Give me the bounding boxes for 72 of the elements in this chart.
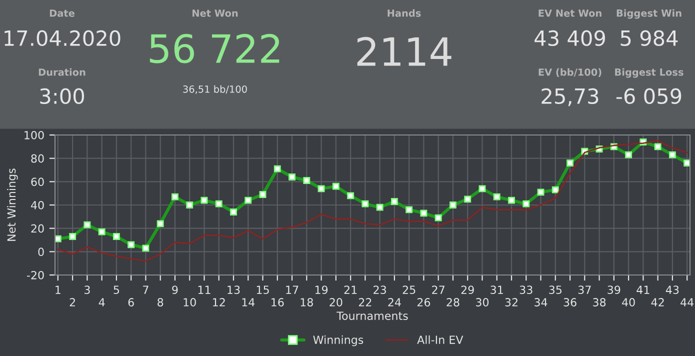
x-tick-label: 23	[374, 286, 386, 294]
x-tick-label: 13	[228, 286, 240, 294]
x-tick-label: 31	[490, 286, 503, 294]
x-tick-label: 19	[315, 286, 328, 294]
x-tick-label: 21	[344, 286, 357, 294]
x-tick-label: 9	[172, 286, 178, 294]
y-tick-label: 100	[24, 130, 44, 140]
x-tick-label: 44	[680, 298, 694, 306]
y-tick-label: 80	[31, 154, 44, 163]
x-tick-label: 30	[476, 298, 489, 306]
x-tick-label: 26	[417, 298, 430, 306]
x-tick-label: 20	[330, 298, 342, 306]
x-tick-label: 2	[70, 298, 75, 306]
x-tick-label: 35	[549, 286, 562, 294]
x-tick-label: 12	[213, 298, 225, 306]
x-tick-label: 11	[198, 286, 210, 294]
x-tick-label: 3	[84, 286, 90, 294]
x-tick-label: 36	[564, 298, 576, 306]
x-tick-label: 14	[242, 298, 255, 306]
y-tick-label: 20	[31, 224, 44, 233]
text: Biggest Win	[616, 9, 682, 19]
x-tick-label: 43	[666, 286, 679, 294]
x-tick-label: 4	[98, 298, 105, 306]
x-tick-label: 28	[446, 298, 460, 306]
x-tick-label: 33	[520, 286, 532, 294]
text: 36,51 bb/100	[183, 85, 247, 94]
y-tick-label: 0	[38, 248, 44, 256]
x-tick-label: 42	[651, 298, 664, 306]
y-tick-label: -20	[26, 270, 44, 280]
text: 3:00	[40, 88, 84, 104]
text: Net Won	[192, 10, 238, 17]
x-tick-label: 32	[505, 298, 518, 306]
text: Biggest Loss	[615, 68, 684, 78]
x-tick-label: 6	[128, 298, 134, 306]
x-tick-label: 22	[358, 298, 372, 306]
y-tick-label: 40	[30, 200, 44, 210]
text: 17.04.2020	[4, 30, 120, 46]
legend-label: Winnings	[313, 335, 364, 346]
x-tick-label: 5	[114, 286, 120, 294]
x-tick-label: 24	[388, 298, 401, 306]
x-axis-title: Tournaments	[336, 312, 408, 320]
text: EV Net Won	[538, 10, 602, 17]
text: Duration	[38, 68, 86, 76]
text: 5 984	[620, 30, 678, 46]
y-axis-title: Net Winnings	[7, 168, 18, 241]
x-tick-label: 1	[56, 286, 60, 294]
x-tick-label: 40	[622, 298, 635, 306]
text: 56 722	[150, 34, 280, 64]
x-tick-label: 37	[578, 286, 591, 294]
text: -6 059	[616, 88, 682, 104]
x-tick-label: 18	[300, 298, 313, 306]
x-tick-label: 38	[593, 298, 606, 306]
x-tick-label: 27	[432, 286, 444, 294]
x-tick-label: 15	[256, 286, 269, 294]
x-tick-label: 25	[402, 286, 416, 294]
x-tick-label: 34	[534, 298, 548, 306]
x-tick-label: 8	[158, 298, 164, 306]
x-tick-label: 17	[286, 286, 298, 294]
x-tick-label: 16	[272, 298, 284, 306]
text: 25,73	[542, 88, 598, 106]
text: 2114	[357, 36, 452, 66]
text: EV (bb/100)	[538, 68, 602, 77]
text: Date	[50, 10, 74, 17]
x-tick-label: 41	[636, 286, 650, 294]
x-tick-label: 10	[184, 298, 196, 306]
y-tick-label: 60	[31, 178, 44, 186]
text: Hands	[388, 9, 421, 17]
x-tick-label: 39	[608, 286, 620, 294]
legend-label: All-In EV	[417, 335, 464, 344]
x-tick-label: 29	[461, 286, 474, 294]
x-tick-label: 7	[143, 286, 148, 294]
text: 43 409	[534, 30, 605, 46]
